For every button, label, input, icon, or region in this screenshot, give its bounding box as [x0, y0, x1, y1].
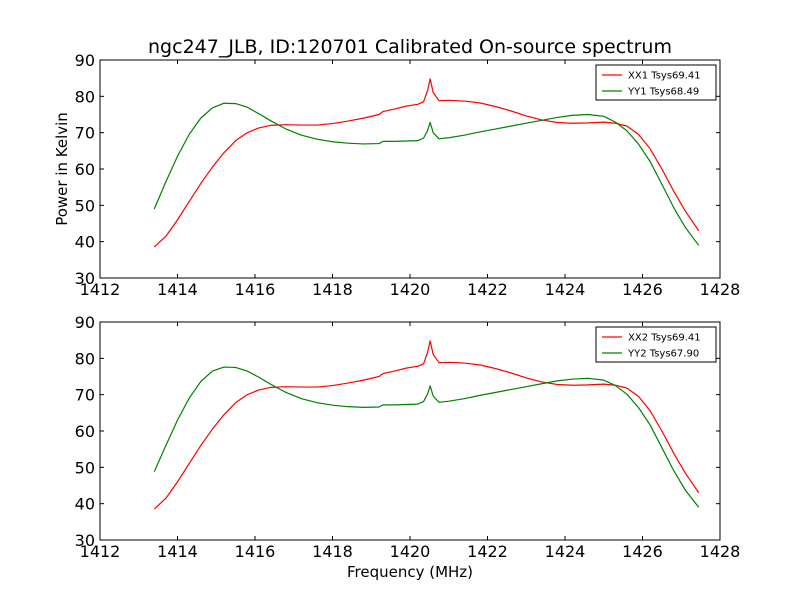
- x-tick-label: 1422: [467, 280, 508, 299]
- y-axis-label: Power in Kelvin: [53, 112, 71, 226]
- y-tick-label: 80: [75, 87, 95, 106]
- legend-box: [595, 64, 717, 101]
- x-tick-label: 1412: [80, 280, 121, 299]
- top-panel: 1412 1414 1416 1418 1420 1422 1424 1426 1428 30 40…: [75, 51, 741, 299]
- y-tick-label: 70: [75, 386, 95, 405]
- x-tick-label: 1426: [622, 542, 663, 561]
- y-tick-label: 30: [75, 269, 95, 288]
- legend-entry-label: YY1 Tsys68.49: [627, 87, 699, 98]
- series-line-yy-panel-1: [153, 102, 700, 246]
- x-tick-label: 1426: [622, 280, 663, 299]
- y-tick-label: 90: [75, 313, 95, 332]
- x-axis-label: Frequency (MHz): [347, 563, 473, 581]
- x-tick-label: 1418: [312, 542, 353, 561]
- y-tick-label: 30: [75, 531, 95, 550]
- series-line-yy-panel-2: [153, 366, 700, 508]
- y-tick-label: 40: [75, 233, 95, 252]
- legend-panel-2: XX2 Tsys69.41 YY2 Tsys67.90: [595, 326, 717, 363]
- y-tick-label: 50: [75, 196, 95, 215]
- y-tick-label: 40: [75, 495, 95, 514]
- series-line-xx-panel-1: [153, 78, 700, 248]
- legend-panel-1: XX1 Tsys69.41 YY1 Tsys68.49: [595, 64, 717, 101]
- x-tick-label: 1420: [390, 280, 431, 299]
- x-tick-label: 1424: [545, 280, 586, 299]
- x-tick-label: 1420: [390, 542, 431, 561]
- x-tick-label: 1428: [700, 280, 741, 299]
- x-tick-label: 1412: [80, 542, 121, 561]
- x-tick-label: 1428: [700, 542, 741, 561]
- y-tick-label: 50: [75, 458, 95, 477]
- bottom-panel: 1412 1414 1416 1418 1420 1422 1424 1426 1428 30 40…: [75, 313, 741, 561]
- x-tick-label: 1416: [235, 280, 276, 299]
- x-tick-label: 1418: [312, 280, 353, 299]
- legend-entry-label: XX1 Tsys69.41: [628, 71, 701, 82]
- legend-box: [595, 326, 717, 363]
- x-tick-label: 1414: [157, 542, 198, 561]
- legend-entry-label: XX2 Tsys69.41: [628, 333, 701, 344]
- series-line-xx-panel-2: [153, 340, 700, 510]
- x-tick-label: 1414: [157, 280, 198, 299]
- y-tick-label: 80: [75, 349, 95, 368]
- chart-title: ngc247_JLB, ID:120701 Calibrated On-sour…: [148, 36, 672, 58]
- x-tick-label: 1416: [235, 542, 276, 561]
- legend-entry-label: YY2 Tsys67.90: [627, 349, 699, 360]
- y-tick-label: 90: [75, 51, 95, 70]
- y-tick-label: 60: [75, 422, 95, 441]
- y-tick-label: 60: [75, 160, 95, 179]
- x-tick-label: 1424: [545, 542, 586, 561]
- x-tick-label: 1422: [467, 542, 508, 561]
- y-tick-label: 70: [75, 124, 95, 143]
